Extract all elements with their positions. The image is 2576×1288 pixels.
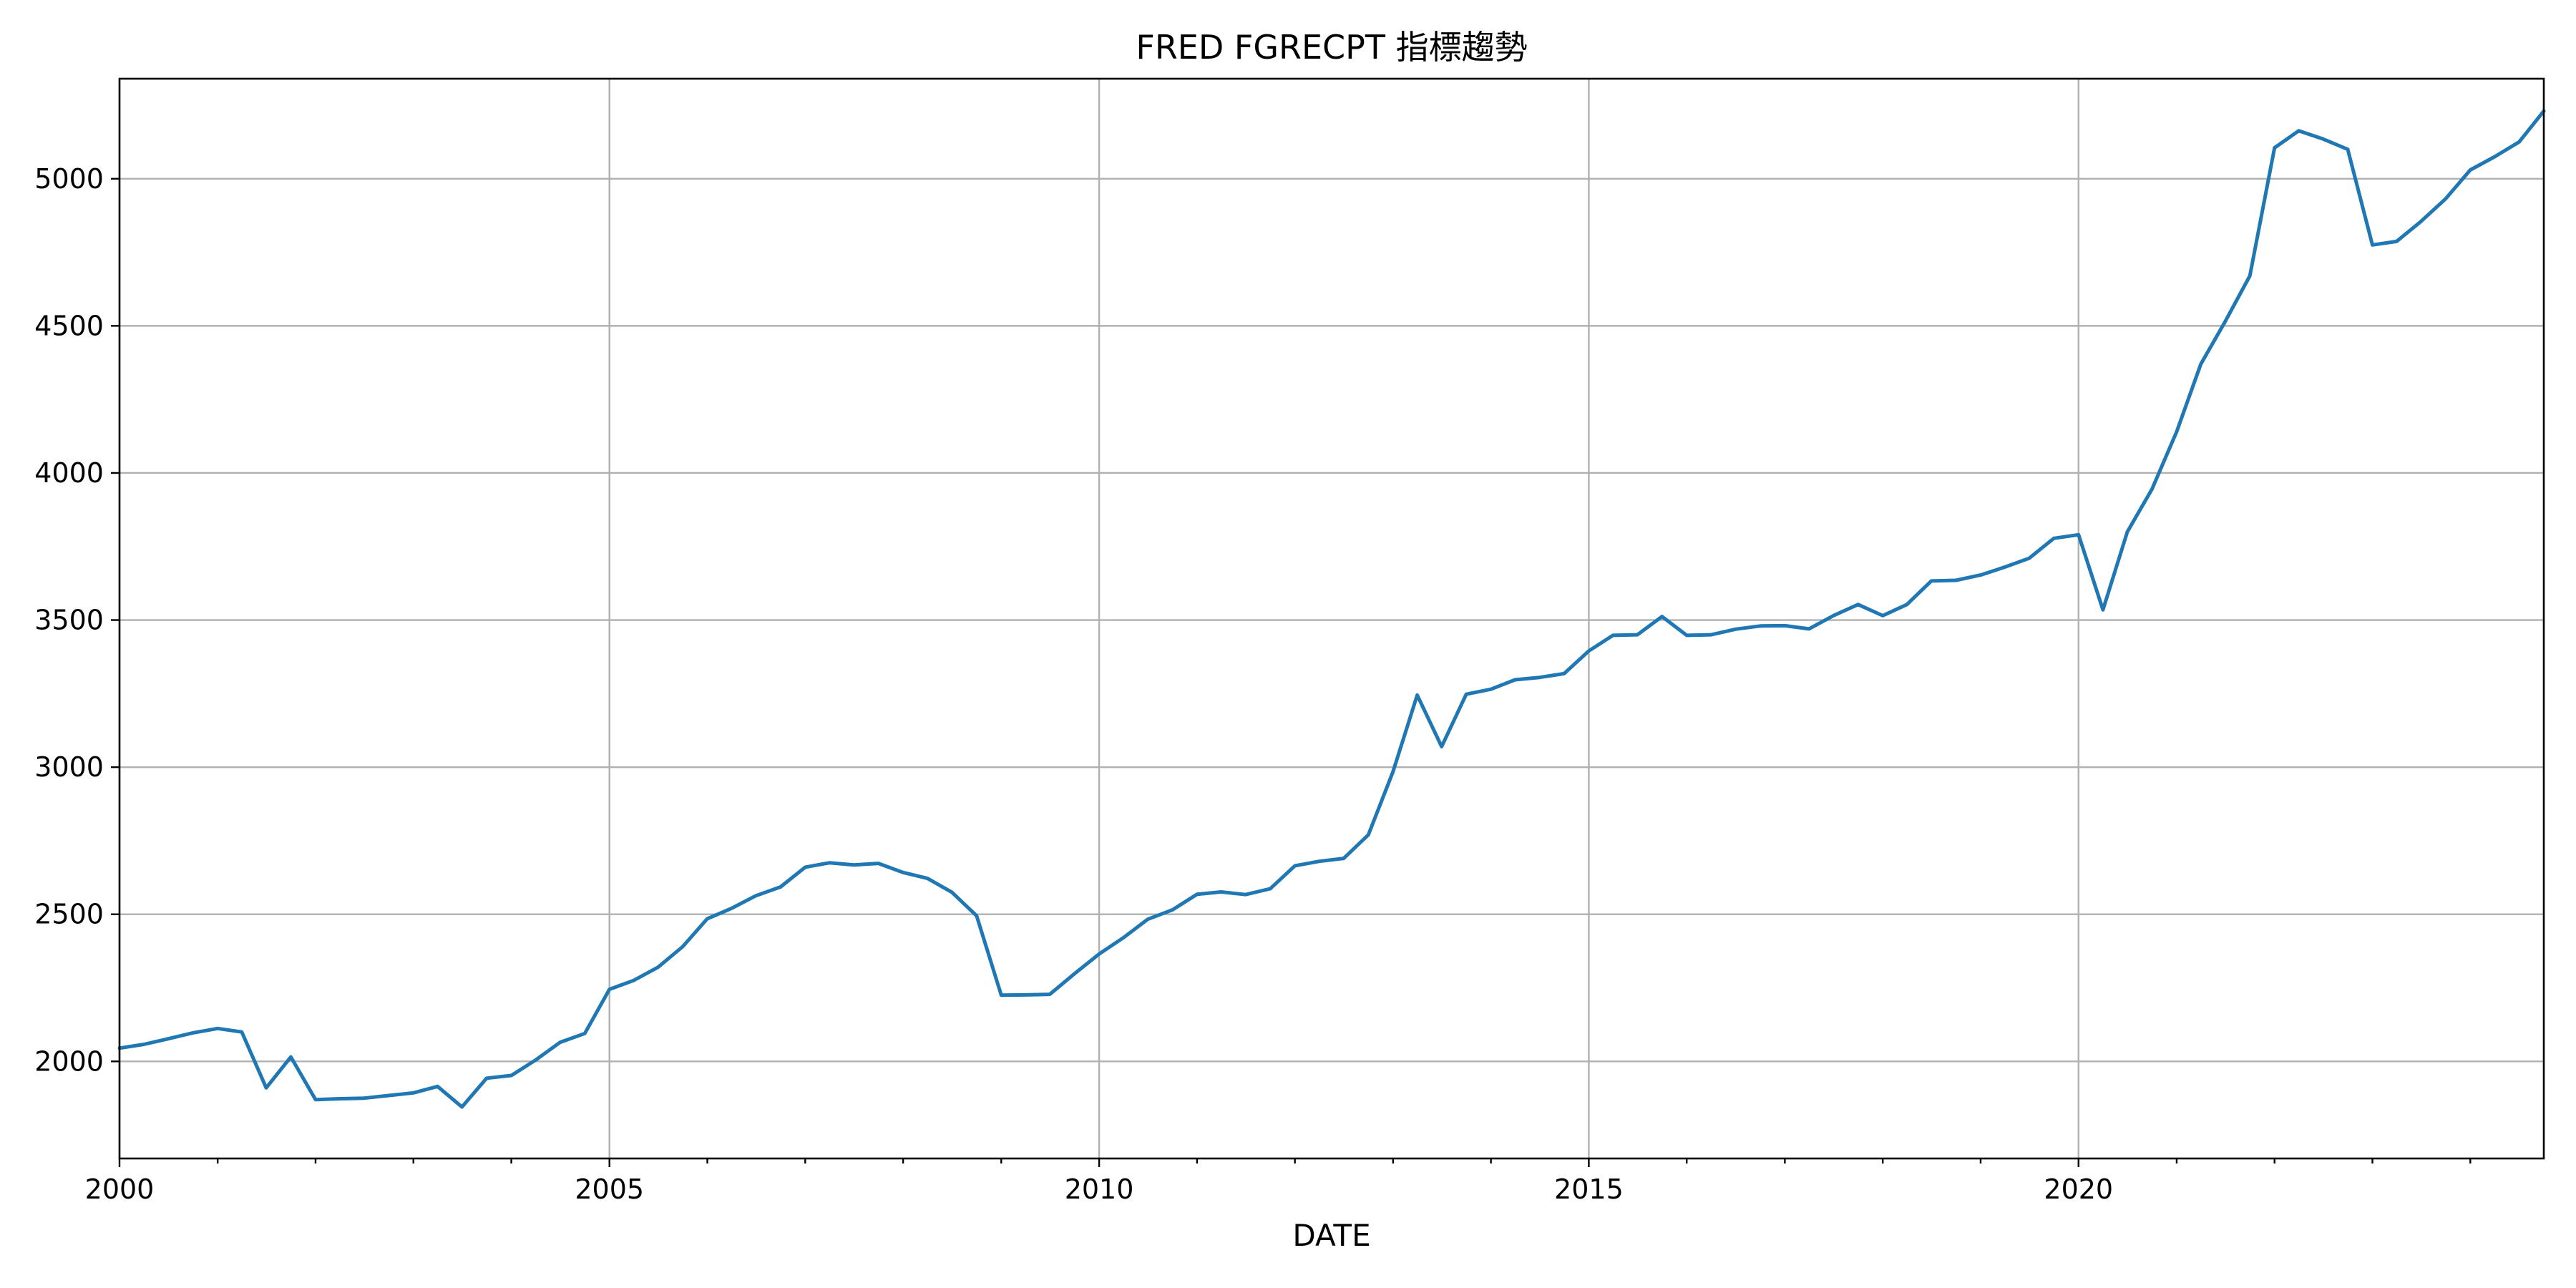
x-tick-label: 2015 xyxy=(1554,1174,1624,1205)
y-tick-label: 3000 xyxy=(34,751,104,783)
grid-lines xyxy=(118,79,2544,1158)
y-tick-label: 4500 xyxy=(34,310,104,341)
y-tick-label: 2500 xyxy=(34,899,104,930)
x-axis-label: DATE xyxy=(1292,1218,1370,1253)
chart-title: FRED FGRECPT 指標趨勢 xyxy=(1136,28,1527,67)
x-tick-label: 2020 xyxy=(2044,1174,2113,1205)
series-group xyxy=(117,109,2546,1109)
plot-frame xyxy=(118,77,2545,1160)
x-axis: 2000 2005 2010 2015 2020 xyxy=(85,1158,2472,1205)
y-tick-label: 5000 xyxy=(34,163,104,195)
series-line xyxy=(117,109,2546,1109)
y-tick-label: 2000 xyxy=(34,1045,104,1077)
y-tick-label: 3500 xyxy=(34,605,104,636)
x-tick-label: 2010 xyxy=(1065,1174,1134,1205)
y-axis: 2000 2500 3000 3500 4000 4500 5000 xyxy=(34,163,119,1077)
x-tick-label: 2000 xyxy=(85,1174,155,1205)
x-tick-label: 2005 xyxy=(575,1174,644,1205)
y-tick-label: 4000 xyxy=(34,457,104,489)
